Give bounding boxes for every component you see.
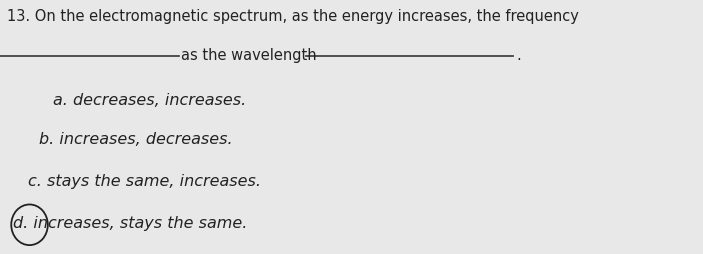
Text: .: . xyxy=(516,48,521,64)
Text: c. stays the same, increases.: c. stays the same, increases. xyxy=(28,174,261,189)
Text: b. increases, decreases.: b. increases, decreases. xyxy=(39,132,232,147)
Text: a. decreases, increases.: a. decreases, increases. xyxy=(53,93,246,108)
Text: d. increases, stays the same.: d. increases, stays the same. xyxy=(13,216,247,231)
Text: 13. On the electromagnetic spectrum, as the energy increases, the frequency: 13. On the electromagnetic spectrum, as … xyxy=(7,9,579,24)
Text: as the wavelength: as the wavelength xyxy=(181,48,317,64)
